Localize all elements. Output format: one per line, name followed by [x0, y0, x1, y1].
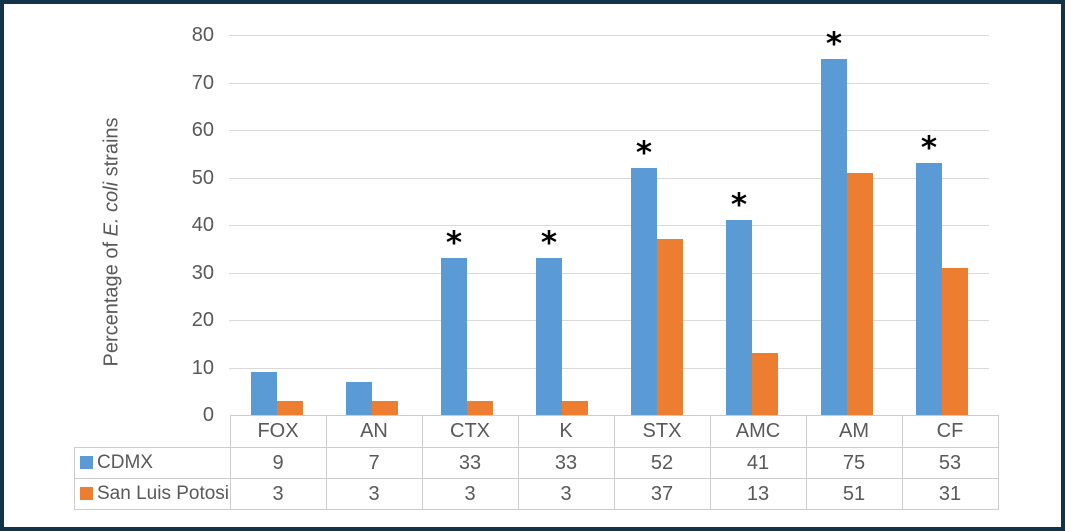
bar-cdmx-cf	[916, 163, 942, 415]
bar-san-luis-potosi-fox	[277, 401, 303, 415]
legend-series-name: CDMX	[97, 452, 153, 473]
table-value-cdmx-stx: 52	[613, 447, 711, 479]
y-tick-label: 60	[191, 119, 214, 141]
bar-san-luis-potosi-am	[847, 173, 873, 415]
gridline	[229, 130, 989, 131]
table-category-header-am: AM	[805, 415, 903, 448]
significance-asterisk-cf: *	[920, 130, 938, 166]
table-value-cdmx-ctx: 33	[421, 447, 519, 479]
gridline	[229, 178, 989, 179]
table-category-header-an: AN	[325, 415, 423, 448]
y-axis-title-italic: E. coli	[100, 181, 123, 237]
table-value-san-luis-potosi-amc: 13	[709, 478, 807, 510]
gridline	[229, 225, 989, 226]
bar-san-luis-potosi-amc	[752, 353, 778, 415]
y-tick-label: 20	[191, 309, 214, 331]
table-value-cdmx-k: 33	[517, 447, 615, 479]
gridline	[229, 273, 989, 274]
bar-cdmx-fox	[251, 372, 277, 415]
y-tick-label: 70	[191, 72, 214, 94]
table-value-san-luis-potosi-fox: 3	[229, 478, 327, 510]
legend-swatch-icon	[80, 487, 93, 500]
table-value-cdmx-cf: 53	[901, 447, 999, 479]
y-tick-label: 10	[191, 357, 214, 379]
significance-asterisk-stx: *	[635, 135, 653, 171]
table-category-header-fox: FOX	[229, 415, 327, 448]
gridline	[229, 368, 989, 369]
bar-san-luis-potosi-an	[372, 401, 398, 415]
significance-asterisk-k: *	[540, 225, 558, 261]
table-value-san-luis-potosi-k: 3	[517, 478, 615, 510]
table-category-header-amc: AMC	[709, 415, 807, 448]
y-axis-title: Percentage of E. coli strains	[101, 117, 124, 366]
table-category-header-stx: STX	[613, 415, 711, 448]
y-tick-label: 30	[191, 262, 214, 284]
plot-area: * * * * * *	[229, 29, 989, 415]
y-tick-label: 80	[191, 24, 214, 46]
table-value-cdmx-amc: 41	[709, 447, 807, 479]
legend-cell-san-luis-potosi: San Luis Potosi	[74, 478, 231, 510]
bar-cdmx-amc	[726, 220, 752, 415]
table-corner-blank	[75, 416, 231, 448]
legend-swatch-icon	[80, 456, 93, 469]
legend-series-name: San Luis Potosi	[97, 483, 230, 504]
bar-cdmx-k	[536, 258, 562, 415]
table-value-san-luis-potosi-cf: 31	[901, 478, 999, 510]
bar-cdmx-ctx	[441, 258, 467, 415]
data-table: FOX AN CTX K STX AMC AM CF CDMX 9 7 33 33 52 41 75 53 San…	[74, 415, 999, 510]
bar-san-luis-potosi-ctx	[467, 401, 493, 415]
table-value-cdmx-fox: 9	[229, 447, 327, 479]
bar-san-luis-potosi-cf	[942, 268, 968, 415]
y-tick-label: 40	[191, 214, 214, 236]
y-axis-title-suffix: strains	[100, 117, 123, 182]
gridline	[229, 83, 989, 84]
significance-asterisk-am: *	[825, 26, 843, 62]
bar-cdmx-am	[821, 59, 847, 415]
table-value-san-luis-potosi-ctx: 3	[421, 478, 519, 510]
table-value-san-luis-potosi-stx: 37	[613, 478, 711, 510]
bar-san-luis-potosi-k	[562, 401, 588, 415]
table-category-header-ctx: CTX	[421, 415, 519, 448]
legend-cell-cdmx: CDMX	[74, 447, 231, 479]
table-value-cdmx-am: 75	[805, 447, 903, 479]
table-value-san-luis-potosi-an: 3	[325, 478, 423, 510]
table-category-header-k: K	[517, 415, 615, 448]
significance-asterisk-amc: *	[730, 187, 748, 223]
table-value-cdmx-an: 7	[325, 447, 423, 479]
bar-san-luis-potosi-stx	[657, 239, 683, 415]
y-axis-title-prefix: Percentage of	[100, 236, 123, 367]
table-category-header-cf: CF	[901, 415, 999, 448]
significance-asterisk-ctx: *	[445, 225, 463, 261]
y-tick-label: 50	[191, 167, 214, 189]
table-value-san-luis-potosi-am: 51	[805, 478, 903, 510]
y-tick-label: 0	[202, 404, 214, 426]
bar-cdmx-stx	[631, 168, 657, 415]
bar-cdmx-an	[346, 382, 372, 415]
gridline	[229, 35, 989, 36]
gridline	[229, 320, 989, 321]
